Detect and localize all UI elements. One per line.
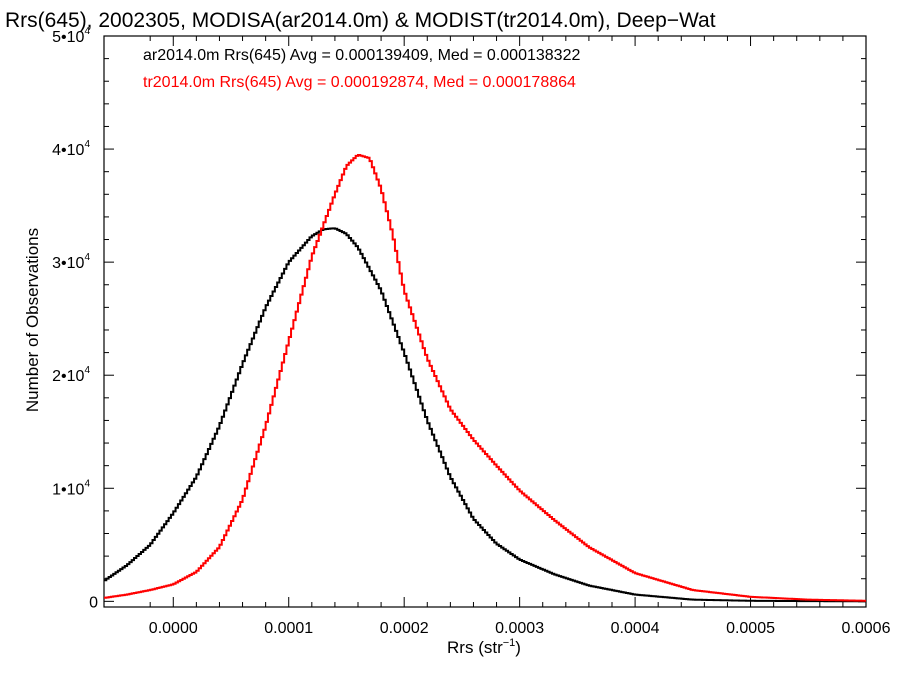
plot-frame <box>103 35 867 608</box>
y-tick-label: 1•104 <box>52 478 90 498</box>
y-tick-label: 2•104 <box>52 365 90 385</box>
series-line-tr2014-0m <box>104 154 866 602</box>
y-tick-label: 5•104 <box>52 26 90 46</box>
y-tick-labels: 0 1•104 2•104 3•104 4•104 5•104 <box>52 26 98 611</box>
x-tick-label: 0.0002 <box>380 620 429 637</box>
x-tick-label: 0.0001 <box>264 620 313 637</box>
y-tick-label: 3•104 <box>52 252 90 272</box>
series-line-ar2014-0m <box>104 227 866 603</box>
legend: ar2014.0m Rrs(645) Avg = 0.000139409, Me… <box>143 47 580 91</box>
x-tick-labels: 0.0000 0.0001 0.0002 0.0003 0.0004 0.0005 0.00… <box>149 620 891 637</box>
x-tick-label: 0.0004 <box>611 620 660 637</box>
y-tick-label: 4•104 <box>52 139 90 159</box>
y-axis-label: Number of Observations <box>23 228 42 412</box>
x-tick-label: 0.0000 <box>149 620 198 637</box>
y-tick-label: 0 <box>89 594 98 611</box>
legend-entry-tr2014-0m: tr2014.0m Rrs(645) Avg = 0.000192874, Me… <box>143 74 576 91</box>
legend-entry-ar2014-0m: ar2014.0m Rrs(645) Avg = 0.000139409, Me… <box>143 47 580 64</box>
x-axis-label: Rrs (str−1) <box>447 637 521 657</box>
x-tick-label: 0.0006 <box>842 620 891 637</box>
x-tick-label: 0.0003 <box>495 620 544 637</box>
chart-title: Rrs(645), 2002305, MODISA(ar2014.0m) & M… <box>5 9 716 32</box>
x-tick-label: 0.0005 <box>726 620 775 637</box>
series-layer <box>104 154 866 603</box>
axis-ticks <box>104 35 867 607</box>
